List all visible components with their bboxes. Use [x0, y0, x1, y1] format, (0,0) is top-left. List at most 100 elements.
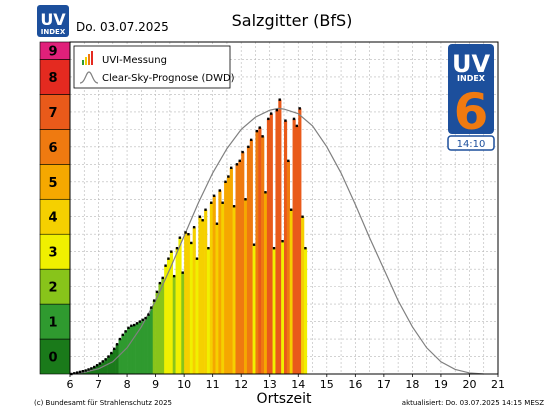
measurement-point — [73, 372, 76, 375]
measurement-point — [164, 264, 167, 267]
measurement-point — [178, 236, 182, 239]
measurement-point — [224, 180, 227, 183]
measurement-bar — [98, 363, 102, 374]
scale-band-7 — [39, 94, 71, 130]
y-tick-label: 6 — [48, 141, 57, 156]
y-tick-label: 5 — [48, 176, 57, 191]
measurement-bar — [127, 327, 131, 374]
measurement-point — [244, 198, 247, 201]
measurement-bar — [286, 160, 291, 374]
measurement-point — [84, 369, 87, 372]
measurement-point — [127, 326, 130, 330]
measurement-bar — [289, 209, 293, 374]
measurement-point — [201, 219, 204, 222]
measurement-bar — [272, 248, 276, 374]
y-tick-label: 0 — [48, 351, 57, 366]
legend-forecast-icon — [79, 71, 99, 84]
measurement-point — [124, 330, 127, 333]
uvi-color-scale — [39, 41, 71, 375]
measurement-point — [135, 322, 139, 325]
measurement-point — [289, 208, 293, 211]
y-tick-label: 8 — [48, 71, 57, 86]
measurement-point — [207, 246, 210, 250]
measurement-bar — [92, 367, 96, 374]
measurement-point — [184, 231, 187, 234]
legend: UVI-Messung Clear-Sky-Prognose (DWD) — [73, 45, 235, 89]
measurement-bar — [284, 120, 288, 374]
measurement-point — [93, 365, 96, 369]
measurement-bar — [158, 283, 162, 374]
measurement-bar — [115, 344, 119, 374]
measurement-point — [235, 163, 239, 166]
measurement-bar — [201, 220, 205, 374]
measurement-bar — [235, 164, 239, 374]
measurement-point — [267, 117, 270, 121]
measurement-bar — [249, 139, 253, 374]
y-tick-label: 9 — [48, 45, 57, 60]
y-tick-label: 3 — [48, 246, 57, 261]
measurement-bar — [175, 248, 179, 374]
measurement-point — [170, 250, 173, 253]
measurement-point — [152, 299, 156, 302]
x-tick-label: 7 — [95, 378, 102, 391]
measurement-point — [115, 343, 119, 346]
x-tick-label: 15 — [320, 378, 334, 391]
measurement-bar — [129, 325, 134, 374]
measurement-bar — [266, 118, 271, 374]
measurement-point — [212, 194, 216, 197]
measurement-bar — [261, 136, 265, 374]
measurement-bar — [226, 176, 231, 374]
measurement-point — [107, 355, 110, 358]
y-tick-labels: 0 1 2 3 4 5 6 7 8 9 — [48, 45, 57, 366]
x-tick-label: 17 — [377, 378, 391, 391]
measurement-bars — [72, 99, 308, 375]
measurement-point — [150, 306, 153, 309]
x-tick-label: 10 — [177, 378, 191, 391]
measurement-point — [158, 281, 162, 285]
badge-title: UV — [452, 50, 490, 78]
measurement-bar — [229, 167, 233, 374]
x-tick-label: 14 — [291, 378, 305, 391]
measurement-bar — [149, 307, 154, 374]
measurement-bar — [303, 248, 308, 374]
measurement-bar — [204, 209, 208, 374]
measurement-point — [298, 107, 301, 110]
y-tick-label: 1 — [48, 316, 57, 331]
measurement-bar — [135, 323, 139, 374]
chart-title: Salzgitter (BfS) — [232, 11, 353, 30]
measurement-bar — [264, 192, 268, 374]
measurement-bar — [215, 223, 219, 374]
measurement-point — [281, 240, 284, 243]
measurement-point — [101, 360, 105, 363]
measurement-bar — [269, 113, 273, 375]
measurement-bar — [275, 110, 279, 374]
measurement-bar — [107, 356, 111, 374]
measurement-point — [133, 323, 136, 327]
measurement-point — [275, 108, 279, 112]
measurement-bar — [281, 241, 285, 374]
measurement-bar — [244, 199, 248, 374]
measurement-bar — [301, 216, 305, 374]
measurement-bar — [238, 160, 242, 374]
measurement-point — [155, 290, 159, 294]
x-tick-label: 9 — [152, 378, 159, 391]
updated-text: aktualisiert: Do. 03.07.2025 14:15 MESZ — [402, 399, 544, 407]
measurement-point — [241, 150, 244, 154]
measurement-bar — [164, 265, 168, 374]
forecast-curve — [69, 107, 484, 375]
measurement-point — [227, 175, 230, 178]
legend-measurement-label: UVI-Messung — [102, 55, 167, 66]
x-tick-label: 21 — [491, 378, 505, 391]
measurement-bar — [246, 146, 251, 374]
measurement-point — [198, 215, 202, 218]
measurement-point — [113, 347, 116, 351]
measurement-point — [130, 324, 133, 327]
measurement-point — [78, 370, 82, 374]
measurement-point — [192, 226, 196, 229]
measurement-bar — [192, 227, 196, 374]
logo-line1: UV — [40, 10, 66, 29]
logo-line2: INDEX — [41, 28, 66, 36]
badge-subtitle: INDEX — [457, 74, 486, 83]
measurement-point — [264, 191, 267, 194]
measurement-bar — [104, 359, 108, 374]
